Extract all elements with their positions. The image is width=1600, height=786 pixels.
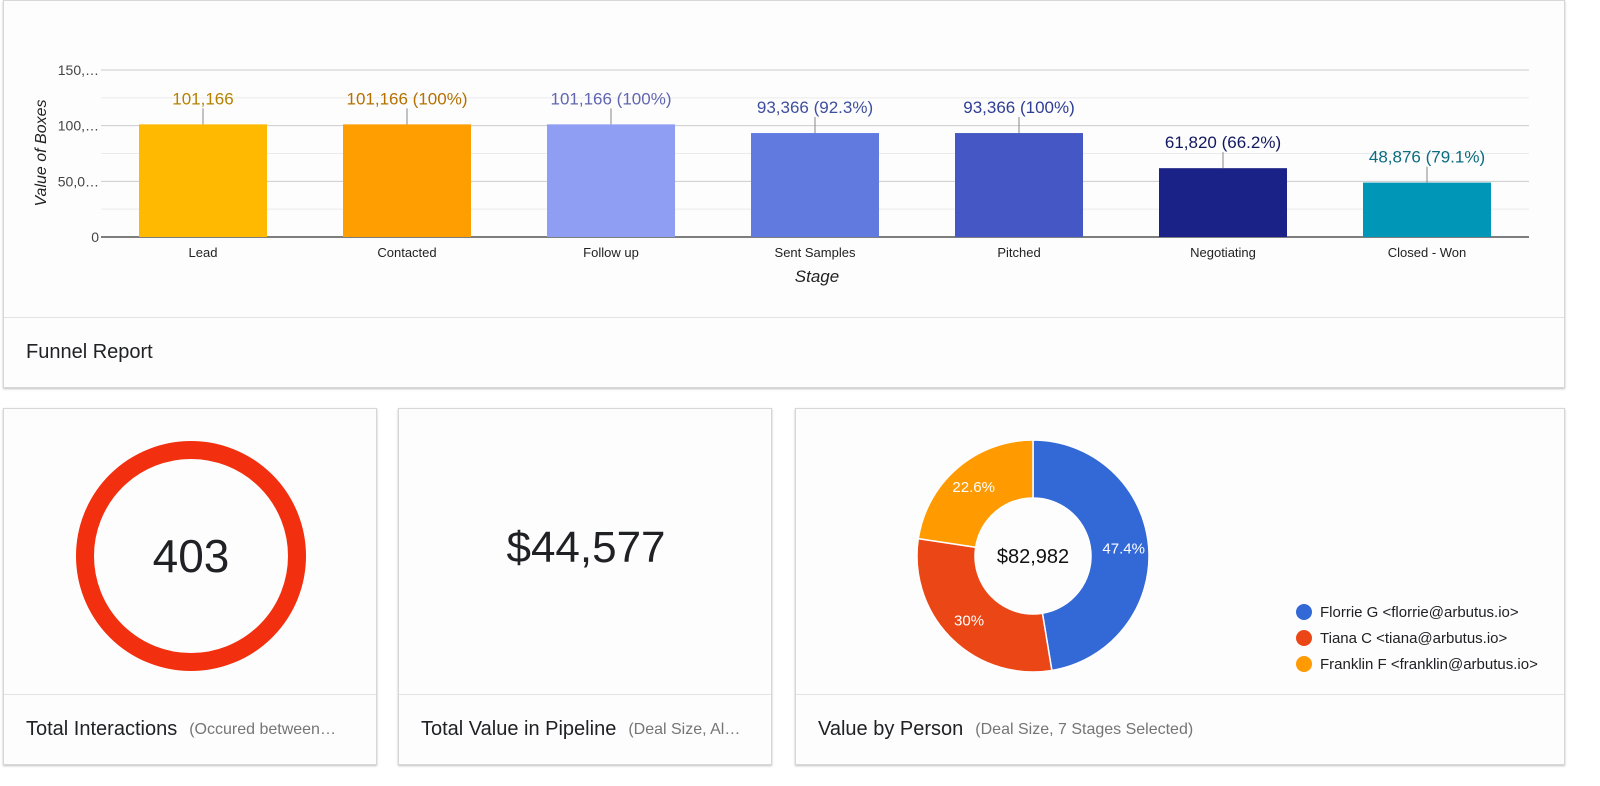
interactions-ring-arc — [76, 441, 306, 671]
y-tick-label: 150,… — [58, 62, 99, 78]
donut-slice-1 — [916, 537, 1053, 673]
bar-2 — [547, 124, 675, 237]
bar-0 — [139, 124, 267, 237]
x-tick-label: Follow up — [583, 245, 639, 260]
x-tick-label: Contacted — [377, 245, 436, 260]
x-tick-label: Negotiating — [1190, 245, 1256, 260]
x-axis-title: Stage — [795, 267, 839, 286]
legend-dot-tiana — [1296, 630, 1312, 646]
total-value-pipeline-subtitle: (Deal Size, Al… — [628, 720, 741, 738]
x-tick-label: Closed - Won — [1388, 245, 1467, 260]
y-tick-label: 100,… — [58, 118, 99, 134]
funnel-report-title: Funnel Report — [26, 341, 153, 363]
legend-dot-franklin — [1296, 656, 1312, 672]
total-value-pipeline-title: Total Value in Pipeline — [421, 718, 617, 740]
data-label: 101,166 (100%) — [551, 89, 672, 108]
legend-label-florrie: Florrie G <florrie@arbutus.io> — [1320, 603, 1519, 621]
value-by-person-subtitle: (Deal Size, 7 Stages Selected) — [975, 720, 1194, 738]
value-by-person-legend: Florrie G <florrie@arbutus.io> Tiana C <… — [1296, 599, 1538, 677]
total-interactions-subtitle: (Occured between… — [189, 720, 336, 738]
legend-label-franklin: Franklin F <franklin@arbutus.io> — [1320, 655, 1538, 673]
legend-item-franklin[interactable]: Franklin F <franklin@arbutus.io> — [1296, 651, 1538, 677]
x-tick-label: Lead — [189, 245, 218, 260]
donut-slice-label: 30% — [954, 613, 984, 630]
data-label: 93,366 (100%) — [963, 98, 1075, 117]
y-axis-title: Value of Boxes — [33, 99, 50, 206]
x-tick-label: Pitched — [997, 245, 1040, 260]
total-interactions-title: Total Interactions — [26, 718, 178, 740]
donut-center-total: $82,982 — [997, 546, 1069, 568]
total-interactions-card[interactable]: 403 Total Interactions (Occured between… — [3, 408, 377, 765]
legend-dot-florrie — [1296, 604, 1312, 620]
y-tick-label: 50,0… — [58, 173, 99, 189]
total-interactions-footer: Total Interactions (Occured between… — [4, 694, 376, 764]
funnel-report-card[interactable]: 0 50,0… 100,… 150,… Value of Boxes 101,166 Lea… — [3, 0, 1565, 388]
donut-slice-label: 47.4% — [1102, 541, 1145, 558]
value-by-person-donut-chart[interactable]: 47.4% 30% 22.6% $82,982 — [796, 409, 1276, 696]
total-value-pipeline-value: $44,577 — [506, 523, 666, 572]
bar-6 — [1363, 182, 1491, 237]
value-by-person-footer: Value by Person (Deal Size, 7 Stages Sel… — [796, 694, 1564, 764]
funnel-report-footer: Funnel Report — [4, 317, 1564, 387]
value-by-person-title: Value by Person — [818, 718, 964, 740]
data-label: 61,820 (66.2%) — [1165, 133, 1281, 152]
funnel-bar-chart[interactable]: 0 50,0… 100,… 150,… Value of Boxes 101,166 Lea… — [4, 1, 1565, 319]
y-tick-label: 0 — [91, 229, 99, 245]
bar-5 — [1159, 168, 1287, 237]
data-label: 93,366 (92.3%) — [757, 98, 873, 117]
data-label: 101,166 (100%) — [347, 89, 468, 108]
legend-item-tiana[interactable]: Tiana C <tiana@arbutus.io> — [1296, 625, 1538, 651]
total-value-pipeline-card[interactable]: $44,577 Total Value in Pipeline (Deal Si… — [398, 408, 772, 765]
donut-slice-0 — [1032, 439, 1150, 672]
donut-slice-2 — [917, 439, 1034, 549]
x-tick-label: Sent Samples — [775, 245, 856, 260]
total-interactions-value: 403 — [152, 530, 230, 582]
donut-slice-label: 22.6% — [952, 479, 995, 496]
bar-4 — [955, 133, 1083, 237]
total-value-pipeline-footer: Total Value in Pipeline (Deal Size, Al… — [399, 694, 771, 764]
data-label: 48,876 (79.1%) — [1369, 148, 1485, 167]
legend-item-florrie[interactable]: Florrie G <florrie@arbutus.io> — [1296, 599, 1538, 625]
data-label: 101,166 — [172, 89, 233, 108]
bar-3 — [751, 133, 879, 237]
value-by-person-card[interactable]: 47.4% 30% 22.6% $82,982 Florrie G <florrie@… — [795, 408, 1565, 765]
interactions-ring — [76, 441, 306, 671]
legend-label-tiana: Tiana C <tiana@arbutus.io> — [1320, 629, 1508, 647]
bar-1 — [343, 124, 471, 237]
